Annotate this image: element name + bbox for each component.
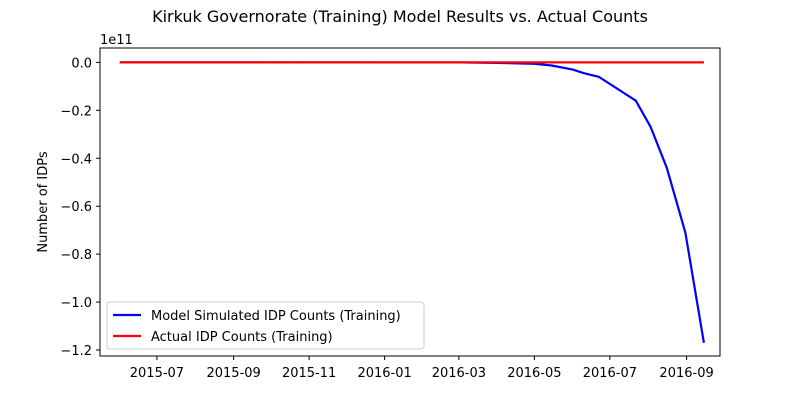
legend-label-actual: Actual IDP Counts (Training) bbox=[151, 330, 333, 345]
chart-title: Kirkuk Governorate (Training) Model Resu… bbox=[152, 7, 648, 26]
y-tick-label: 0.0 bbox=[71, 56, 92, 71]
x-tick-label: 2016-03 bbox=[432, 366, 486, 381]
legend-label-model: Model Simulated IDP Counts (Training) bbox=[151, 309, 401, 324]
y-tick-label: −0.8 bbox=[60, 248, 92, 263]
x-tick-label: 2016-07 bbox=[583, 366, 637, 381]
x-tick-label: 2016-09 bbox=[659, 366, 713, 381]
x-tick-label: 2016-05 bbox=[507, 366, 561, 381]
y-tick-label: −0.6 bbox=[60, 200, 92, 215]
x-tick-label: 2016-01 bbox=[357, 366, 411, 381]
y-offset-label: 1e11 bbox=[100, 33, 133, 48]
x-tick-label: 2015-07 bbox=[130, 366, 184, 381]
y-axis-label: Number of IDPs bbox=[36, 151, 51, 252]
x-tick-label: 2015-09 bbox=[206, 366, 260, 381]
legend-box bbox=[106, 301, 425, 350]
y-tick-label: −0.2 bbox=[60, 104, 92, 119]
x-tick-label: 2015-11 bbox=[282, 366, 336, 381]
plot-frame bbox=[99, 47, 721, 357]
plot-area bbox=[119, 61, 705, 344]
y-tick-label: −0.4 bbox=[60, 152, 92, 167]
axes: 2015-07 2015-09 2015-11 2016-01 2016-03 2016-… bbox=[60, 56, 713, 381]
y-tick-label: −1.2 bbox=[60, 344, 92, 359]
legend: Model Simulated IDP Counts (Training) Ac… bbox=[106, 301, 425, 350]
y-tick-label: −1.0 bbox=[60, 296, 92, 311]
